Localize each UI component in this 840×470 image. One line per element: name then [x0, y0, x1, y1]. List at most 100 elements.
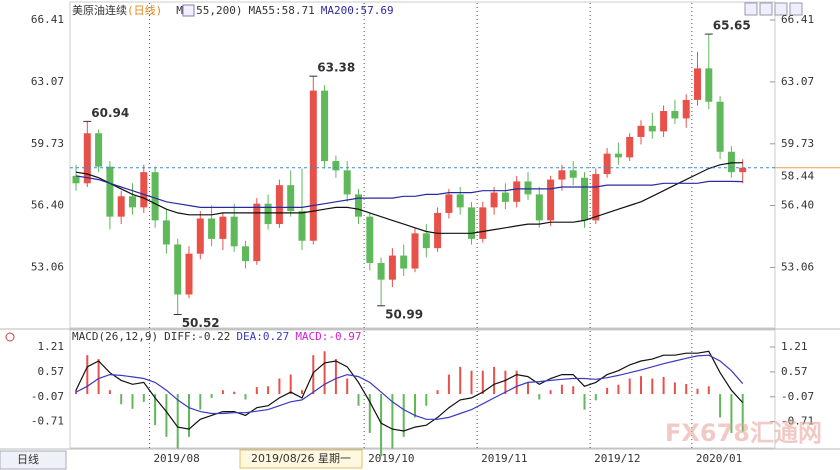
candle-body [603, 153, 611, 175]
candle-body [513, 181, 521, 202]
period-button[interactable] [0, 450, 67, 470]
candle-body [637, 125, 645, 137]
candle-body [411, 233, 419, 269]
candle-body [140, 172, 148, 208]
cursor-date-box [239, 449, 363, 469]
toolbar [744, 2, 803, 16]
candle-body [648, 125, 656, 132]
legend-ma55: MA55:58.71 [248, 4, 314, 17]
candle-body [490, 192, 498, 208]
candle-body [626, 136, 634, 158]
macd-tick-label: 0.57 [38, 365, 65, 378]
y-tick-label-right: 53.06 [781, 260, 814, 273]
annotation: 65.65 [713, 19, 751, 33]
x-tick-label: 2019/08 [153, 452, 199, 465]
ma-line [75, 175, 743, 208]
last-price-label: 58.44 [781, 170, 814, 183]
toolbar-button[interactable] [744, 2, 758, 16]
candle-body [705, 68, 713, 102]
macd-tick-label-right: 0.57 [781, 365, 808, 378]
annotation: 60.94 [91, 106, 129, 120]
candle-body [377, 262, 385, 280]
legend-macd: MACD:-0.97 [295, 330, 361, 343]
x-tick-label: 2019/11 [481, 452, 527, 465]
candle-body [524, 181, 532, 195]
macd-tick-label-right: 1.21 [781, 340, 808, 353]
candle-body [72, 175, 80, 184]
legend-diff: DIFF:-0.22 [164, 330, 230, 343]
main-panel [69, 1, 776, 329]
candle-body [716, 101, 724, 152]
candle-body [309, 90, 317, 241]
macd-legend: MACD(26,12,9) DIFF:-0.22 DEA:0.27 MACD:-0.9… [72, 330, 362, 343]
y-tick-label-right: 56.40 [781, 199, 814, 212]
candle-body [117, 196, 125, 217]
candle-body [366, 216, 374, 263]
macd-tick-label-right: -0.07 [781, 390, 814, 403]
candle-body [298, 211, 306, 241]
toolbar-button[interactable] [774, 2, 788, 16]
candle-body [479, 207, 487, 239]
annotation: 63.38 [317, 61, 355, 75]
candle-body [388, 255, 396, 280]
candle-body [501, 192, 509, 202]
x-tick-label: 2019/12 [594, 452, 640, 465]
candle-body [547, 179, 555, 221]
candle-body [162, 220, 170, 245]
annotation: 50.52 [182, 316, 220, 330]
indicator-icon [182, 4, 195, 17]
candle-body [614, 153, 622, 158]
candle-body [727, 151, 735, 173]
macd-line [75, 354, 744, 420]
x-tick-label: 2019/10 [368, 452, 414, 465]
candle-body [343, 170, 351, 195]
legend-dea: DEA:0.27 [236, 330, 289, 343]
macd-tick-label-right: -0.71 [781, 415, 814, 428]
candle-body [174, 244, 182, 295]
y-tick-label-right: 63.07 [781, 75, 814, 88]
candle-body [592, 174, 600, 221]
candle-body [660, 111, 668, 132]
legend-ma200: MA200:57.69 [321, 4, 394, 17]
period: (日线) [127, 3, 162, 17]
candle-body [468, 207, 475, 239]
candle-body [694, 68, 701, 100]
candle-body [129, 196, 136, 208]
candle-body [196, 218, 204, 254]
macd-tick-label: 1.21 [38, 340, 65, 353]
main-legend: 美原油连续(日线) MA(55,200) MA55:58.71 MA200:57.69 [72, 3, 394, 17]
candle-body [321, 90, 329, 162]
candle-body [682, 99, 690, 119]
candle-body [456, 194, 464, 208]
candle-body [287, 185, 295, 212]
candle-body [208, 218, 216, 239]
candle-body [253, 203, 261, 262]
y-tick-label: 59.73 [31, 137, 64, 150]
toolbar-button[interactable] [759, 2, 773, 16]
toolbar-button[interactable] [789, 2, 803, 16]
candle-body [739, 167, 747, 173]
settings-icon[interactable] [5, 332, 15, 342]
candle-body [230, 216, 238, 247]
macd-tick-label: -0.71 [31, 415, 64, 428]
y-tick-label: 56.40 [31, 199, 64, 212]
candle-body [355, 194, 362, 217]
y-tick-label-right: 66.41 [781, 13, 814, 26]
candle-body [151, 172, 159, 221]
candle-body [434, 212, 442, 249]
candle-body [422, 233, 430, 249]
cursor-date: 2019/08/26 星期一 [251, 452, 351, 465]
x-tick-label: 2020/01 [696, 452, 742, 465]
macd-title: MACD(26,12,9) [72, 330, 158, 343]
candle-body [242, 246, 249, 262]
y-tick-label: 53.06 [31, 260, 64, 273]
candle-body [219, 216, 227, 239]
ma-line [75, 162, 743, 234]
period-button-label: 日线 [17, 452, 39, 466]
candle-body [275, 185, 283, 225]
candle-body [95, 133, 103, 167]
candle-body [83, 133, 91, 184]
candle-body [264, 203, 272, 225]
